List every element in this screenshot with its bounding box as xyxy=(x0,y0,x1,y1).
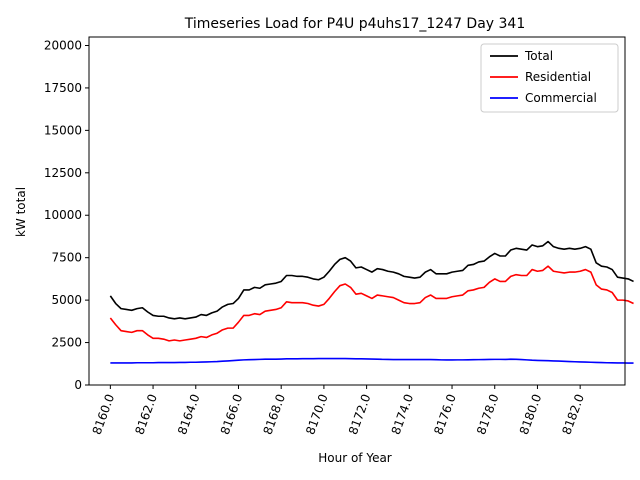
legend-box xyxy=(480,43,619,113)
plot-area xyxy=(88,36,634,386)
y-tick-label: 20000 xyxy=(44,38,82,52)
y-tick-label: 12500 xyxy=(44,166,82,180)
chart-title: Timeseries Load for P4U p4uhs17_1247 Day… xyxy=(184,16,526,32)
y-tick-label: 17500 xyxy=(44,81,82,95)
y-axis-ticks: 0 2500 5000 7500 10000 12500 15000 17500 20000 xyxy=(44,38,89,392)
series-line-residential xyxy=(109,265,634,342)
legend: Total Residential Commercial xyxy=(480,43,619,113)
series-lines xyxy=(109,240,634,364)
y-tick-label: 7500 xyxy=(51,251,82,265)
y-axis-label: kW total xyxy=(14,187,28,237)
x-axis-label: Hour of Year xyxy=(318,451,392,465)
legend-label-commercial: Commercial xyxy=(525,91,597,105)
axes-frame xyxy=(88,36,626,386)
y-tick-label: 2500 xyxy=(51,336,82,350)
y-tick-label: 10000 xyxy=(44,208,82,222)
series-line-commercial xyxy=(110,357,634,364)
series-line-total xyxy=(109,240,634,320)
legend-label-total: Total xyxy=(524,49,553,63)
y-tick-label: 15000 xyxy=(44,123,82,137)
y-tick-label: 5000 xyxy=(51,293,82,307)
y-tick-label: 0 xyxy=(74,378,82,392)
legend-label-residential: Residential xyxy=(525,70,591,84)
